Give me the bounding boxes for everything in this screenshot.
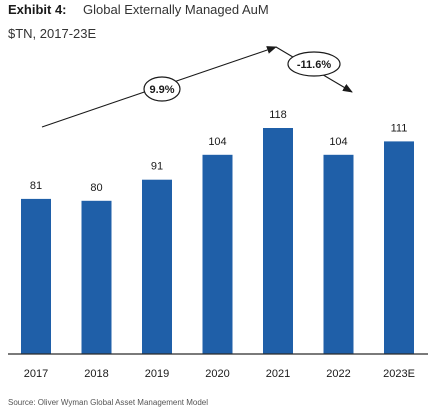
chart-title: Global Externally Managed AuM (83, 2, 269, 17)
category-label-2017: 2017 (24, 368, 48, 380)
value-label-2020: 104 (208, 136, 226, 148)
value-label-2022: 104 (329, 136, 347, 148)
exhibit-label: Exhibit 4: (8, 2, 67, 17)
bar-2017 (21, 198, 51, 354)
growth-up-callout (143, 76, 181, 102)
bar-2023E (384, 141, 414, 354)
bar-2020 (202, 154, 233, 354)
source-note: Source: Oliver Wyman Global Asset Manage… (8, 398, 208, 407)
value-label-2023E: 111 (391, 122, 408, 134)
growth-up-label: 9.9% (149, 84, 174, 96)
category-label-2018: 2018 (84, 368, 108, 380)
bar-2019 (142, 179, 172, 354)
value-label-2017: 81 (30, 180, 42, 192)
growth-down-label: -11.6% (297, 59, 331, 71)
category-label-2020: 2020 (205, 368, 229, 380)
value-label-2019: 91 (151, 161, 163, 173)
category-label-2023E: 2023E (383, 368, 415, 380)
growth-down-callout (287, 51, 341, 77)
category-label-2021: 2021 (266, 368, 290, 380)
chart-subtitle: $TN, 2017-23E (8, 26, 96, 41)
value-label-2021: 118 (269, 109, 287, 121)
category-labels-layer: 2017 2018 2019 2020 2021 2022 2023E (24, 368, 415, 380)
category-label-2022: 2022 (326, 368, 350, 380)
value-labels-layer: 81 80 91 104 118 104 111 (30, 109, 407, 194)
bar-2022 (323, 154, 354, 354)
value-label-2018: 80 (90, 182, 102, 194)
bar-2018 (81, 200, 112, 354)
category-label-2019: 2019 (145, 368, 169, 380)
bar-2021 (263, 128, 293, 354)
bars-layer (21, 128, 414, 354)
